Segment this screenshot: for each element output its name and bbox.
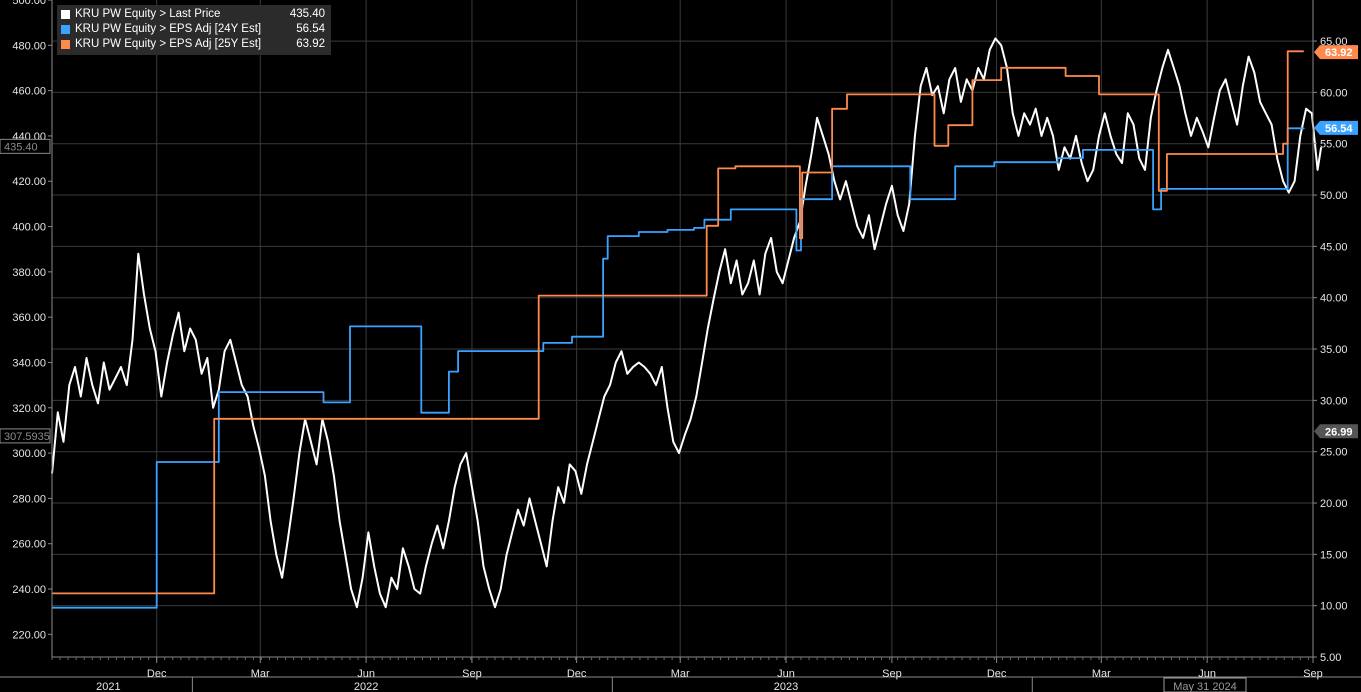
y-right-tick-label: 45.00 <box>1320 241 1348 253</box>
cursor-date-box <box>1163 677 1247 692</box>
y-right-flag-box <box>1314 120 1358 135</box>
y-right-tick-label: 20.00 <box>1320 498 1348 510</box>
x-tick-label: Jun <box>1198 668 1216 680</box>
x-tick-label: Dec <box>567 668 587 680</box>
y-right-flag-label: 63.92 <box>1325 47 1353 59</box>
series-layer <box>51 37 1323 609</box>
y-left-tick-label: 300.00 <box>12 448 46 460</box>
y-left-tick-label: 460.00 <box>12 86 46 98</box>
x-tick-label: Sep <box>882 668 902 680</box>
y-right-tick-label: 55.00 <box>1320 139 1348 151</box>
y-left-flag-box <box>0 138 51 154</box>
y-right-flag-box <box>1314 424 1358 439</box>
cursor-date-label: May 31 2024 <box>1173 681 1237 692</box>
y-right-flag-box <box>1314 45 1358 60</box>
legend-swatch-eps-25y <box>61 40 70 49</box>
y-left-tick-label: 480.00 <box>12 40 46 52</box>
y-right-tick-label: 35.00 <box>1320 344 1348 356</box>
x-tick-label: Jun <box>777 668 795 680</box>
grid <box>52 0 1314 658</box>
legend-label: KRU PW Equity > EPS Adj [25Y Est] <box>75 38 262 50</box>
y-left-tick-label: 420.00 <box>12 176 46 188</box>
legend-swatch-last-price <box>61 10 70 19</box>
y-right-tick-label: 5.00 <box>1320 652 1341 664</box>
y-left-tick-label: 260.00 <box>12 539 46 551</box>
series-line-kru-pw-equity-eps-adj-24y-est- <box>52 127 1305 609</box>
legend-value: 56.54 <box>296 23 325 35</box>
y-right-tick-label: 15.00 <box>1320 549 1348 561</box>
x-tick-label: Jun <box>357 668 375 680</box>
y-left-flag-label: 307.5935 <box>4 431 50 443</box>
legend-entry[interactable]: KRU PW Equity > EPS Adj [24Y Est] 56.54 <box>61 22 325 37</box>
y-left-tick-label: 240.00 <box>12 584 46 596</box>
y-right-flag-label: 26.99 <box>1325 426 1353 438</box>
y-left-tick-label: 360.00 <box>12 312 46 324</box>
x-tick-label: Dec <box>147 668 167 680</box>
y-right-flag-label: 56.54 <box>1325 123 1353 135</box>
legend-entry[interactable]: KRU PW Equity > Last Price 435.40 <box>61 7 325 22</box>
y-left-flag-label: 435.40 <box>4 141 38 153</box>
x-tick-label: Mar <box>671 668 690 680</box>
x-tick-label: Sep <box>1303 668 1323 680</box>
legend: KRU PW Equity > Last Price 435.40 KRU PW… <box>57 5 331 55</box>
legend-swatch-eps-24y <box>61 25 70 34</box>
x-year-label: 2022 <box>354 681 378 692</box>
x-tick-label: Mar <box>251 668 270 680</box>
y-right-tick-label: 25.00 <box>1320 447 1348 459</box>
y-right-tick-label: 30.00 <box>1320 395 1348 407</box>
y-left-tick-label: 320.00 <box>12 403 46 415</box>
legend-label: KRU PW Equity > Last Price <box>75 8 221 20</box>
x-tick-label: Dec <box>987 668 1007 680</box>
y-left-tick-label: 500.00 <box>12 0 46 7</box>
x-tick-label: Sep <box>462 668 482 680</box>
x-tick-label: Mar <box>1092 668 1111 680</box>
series-line-kru-pw-equity-eps-adj-25y-est- <box>52 50 1304 595</box>
axis-flags: 435.40 307.5935 63.92 56.54 26.99 <box>0 45 1358 444</box>
legend-label: KRU PW Equity > EPS Adj [24Y Est] <box>75 23 262 35</box>
y-left-tick-label: 340.00 <box>12 357 46 369</box>
y-right-tick-label: 40.00 <box>1320 293 1348 305</box>
y-right-tick-label: 60.00 <box>1320 87 1348 99</box>
y-left-tick-label: 400.00 <box>12 222 46 234</box>
y-left-flag-box <box>0 428 51 444</box>
y-right-tick-label: 10.00 <box>1320 601 1348 613</box>
y-left-tick-label: 380.00 <box>12 267 46 279</box>
y-right-tick-label: 50.00 <box>1320 190 1348 202</box>
y-left-tick-label: 220.00 <box>12 629 46 641</box>
y-right-tick-label: 65.00 <box>1320 36 1348 48</box>
x-year-label: 2021 <box>96 681 120 692</box>
y-left-tick-label: 280.00 <box>12 493 46 505</box>
legend-value: 435.40 <box>289 8 325 20</box>
legend-value: 63.92 <box>296 38 325 50</box>
series-line-kru-pw-equity-last-price <box>51 37 1323 609</box>
legend-entry[interactable]: KRU PW Equity > EPS Adj [25Y Est] 63.92 <box>61 37 325 52</box>
x-year-label: 2023 <box>774 681 798 692</box>
